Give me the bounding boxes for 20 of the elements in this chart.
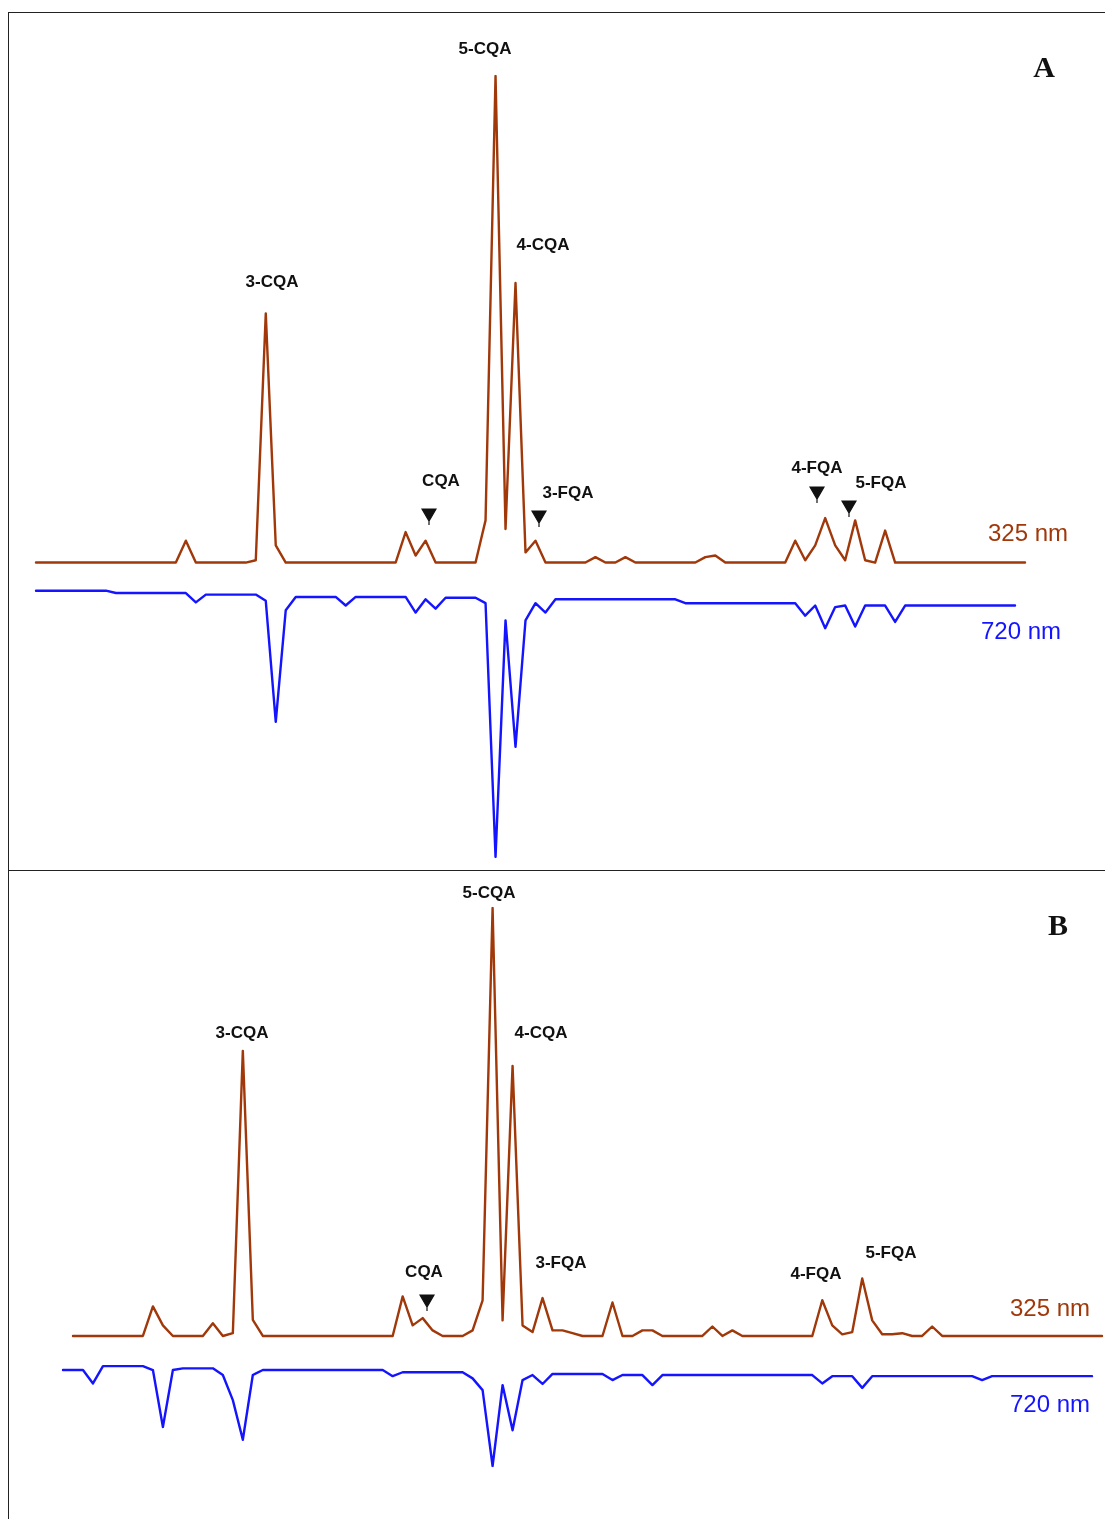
series-label: 720 nm [981,617,1062,645]
annotation: 3-CQA [215,1022,269,1042]
annotation: 3-FQA [535,1252,587,1272]
chart-title: A [1033,49,1056,83]
annotation: 4-FQA [791,457,843,477]
chart-title: B [1047,907,1069,941]
annotation: 4-CQA [514,1022,568,1042]
annotation: 3-FQA [542,482,594,502]
series-label: 325 nm [1010,1294,1091,1322]
annotation: 5-FQA [855,472,907,492]
annotation: 4-CQA [516,234,570,254]
annotation: CQA [422,470,460,490]
series-label: 720 nm [1010,1389,1091,1417]
annotation: 4-FQA [790,1263,842,1283]
text: 5-CQA [458,38,512,58]
series-label: 325 nm [988,519,1069,547]
annotation: 5-FQA [865,1242,917,1262]
annotation: CQA [405,1261,443,1281]
text: 5-CQA [462,882,516,902]
annotation: 3-CQA [245,271,299,291]
